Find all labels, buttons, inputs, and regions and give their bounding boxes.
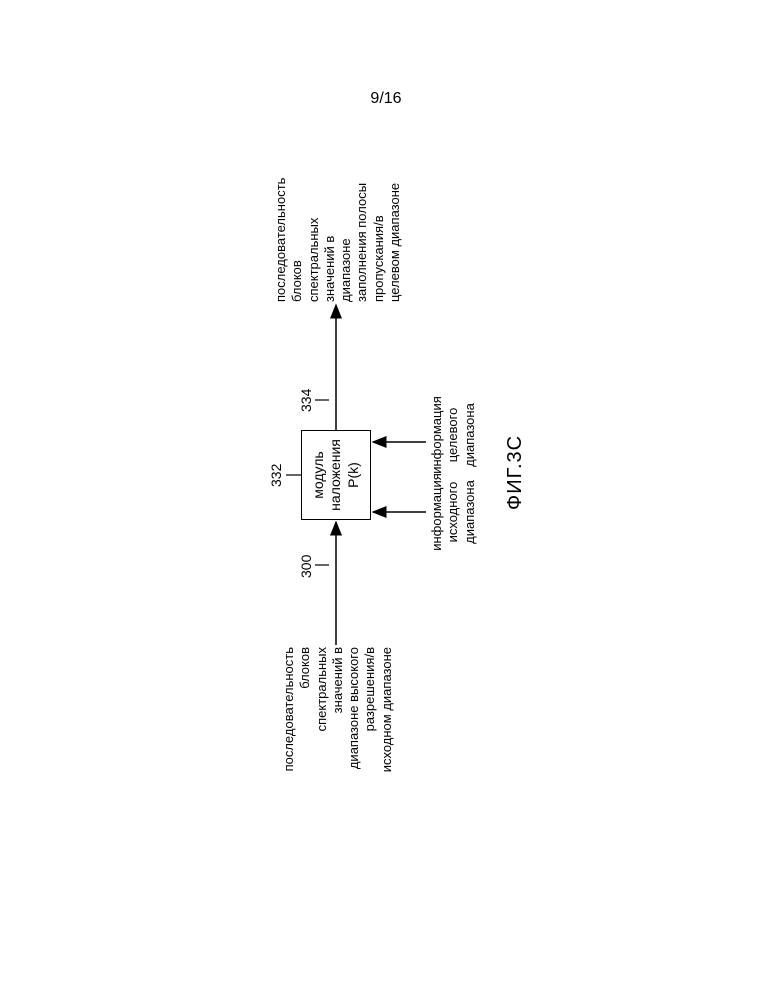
input-label-l2: блоков [297, 647, 313, 805]
figure-caption: ФИГ.3C [504, 435, 527, 510]
output-label-l2: блоков [289, 137, 305, 302]
tgt-l1: информация [429, 385, 445, 485]
output-label-l3: спектральных [306, 137, 322, 302]
diagram-rotated: модуль наложения P(k) 300 332 334 послед… [226, 160, 546, 800]
output-label-l7: пропускания/в [371, 137, 387, 302]
input-label-l3: спектральных [314, 647, 330, 805]
ref-332: 332 [268, 464, 284, 487]
figure-container: модуль наложения P(k) 300 332 334 послед… [0, 0, 772, 999]
box-line3: P(k) [345, 462, 363, 488]
output-label-l8: целевом диапазоне [387, 137, 403, 302]
ref-300: 300 [298, 555, 314, 578]
tgt-l2: целевого [445, 385, 461, 485]
output-label-l4: значений в [322, 137, 338, 302]
output-label-l6: заполнения полосы [354, 137, 370, 302]
target-info-label: информация целевого диапазона [429, 385, 478, 485]
module-box: модуль наложения P(k) [301, 430, 371, 520]
output-label-l5: диапазоне [338, 137, 354, 302]
input-label: последовательность блоков спектральных з… [281, 647, 395, 805]
input-label-l1: последовательность [281, 647, 297, 805]
output-label: последовательность блоков спектральных з… [273, 137, 403, 302]
box-line1: модуль [310, 451, 328, 498]
input-label-l5: диапазоне высокого [346, 647, 362, 805]
box-line2: наложения [327, 439, 345, 511]
ref-334: 334 [298, 389, 314, 412]
tgt-l3: диапазона [462, 385, 478, 485]
input-label-l4: значений в [330, 647, 346, 805]
input-label-l6: разрешения/в [362, 647, 378, 805]
input-label-l7: исходном диапазоне [379, 647, 395, 805]
output-label-l1: последовательность [273, 137, 289, 302]
